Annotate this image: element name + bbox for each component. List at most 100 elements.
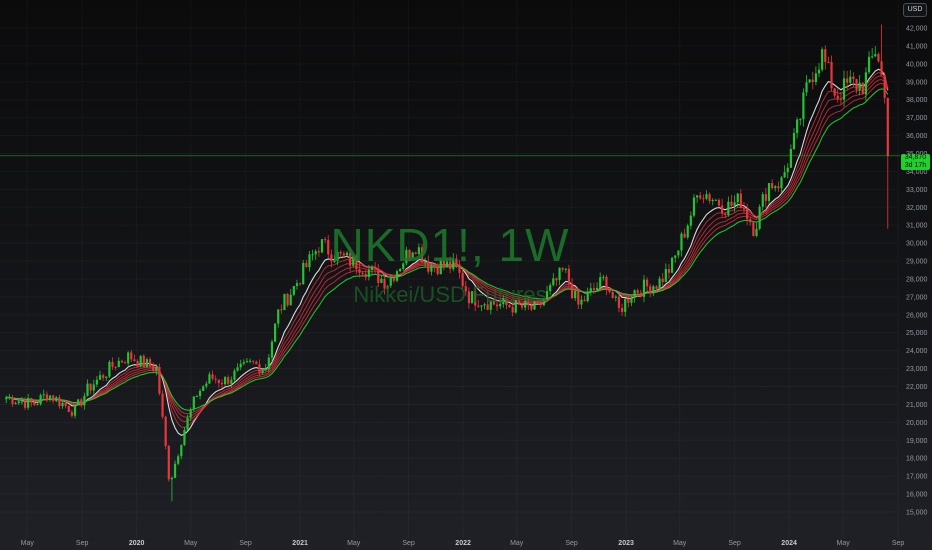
y-tick-label: 34,000 — [906, 169, 928, 176]
symbol-watermark: NKD1!, 1W — [330, 219, 570, 271]
candle-body — [245, 361, 249, 363]
candle-body — [667, 269, 671, 273]
candle-body — [692, 197, 696, 216]
candle-body — [186, 417, 189, 430]
candle-body — [230, 379, 233, 384]
candle-body — [152, 366, 155, 372]
candle-body — [777, 186, 780, 189]
y-tick-label: 40,000 — [906, 61, 928, 68]
candle-body — [414, 252, 417, 254]
candle-body — [771, 183, 774, 189]
x-tick-label: Sep — [565, 540, 578, 547]
candle-body — [549, 285, 552, 292]
candle-body — [489, 301, 492, 310]
candle-body — [470, 291, 474, 304]
candle-body — [858, 82, 861, 90]
candle-body — [205, 383, 208, 387]
candle-body — [502, 298, 505, 304]
candle-body — [674, 255, 677, 258]
candle-body — [783, 172, 786, 178]
x-tick-label: May — [21, 540, 35, 547]
candle-body — [533, 301, 536, 310]
candle-body — [864, 72, 868, 95]
candle-body — [530, 305, 533, 310]
y-tick-label: 21,000 — [906, 402, 928, 409]
candle-body — [217, 379, 220, 384]
price-axis[interactable]: 15,000 16,000 17,000 18,000 19,000 20,000 21,0… — [906, 26, 928, 517]
candle-body — [364, 273, 367, 278]
y-tick-label: 31,000 — [906, 223, 928, 230]
candle-body — [39, 395, 42, 405]
time-axis[interactable]: May Sep 2020 May Sep 2021 May Sep 2022 May Sep 2023… — [21, 540, 905, 547]
candle-body — [192, 396, 195, 410]
x-tick-label: May — [347, 540, 361, 547]
candle-body — [273, 323, 277, 342]
candle-body — [764, 194, 767, 201]
candle-body — [808, 79, 811, 83]
candle-body — [77, 399, 80, 406]
candle-body — [411, 252, 414, 258]
candle-body — [852, 76, 855, 80]
candle-body — [445, 261, 449, 267]
candle-body — [267, 357, 270, 369]
candle-body — [155, 366, 158, 372]
y-tick-label: 39,000 — [906, 79, 928, 86]
candle-body — [130, 352, 133, 360]
candle-body — [861, 82, 864, 95]
candle-body — [827, 61, 830, 63]
candle-body — [680, 233, 683, 251]
candle-body — [239, 363, 242, 368]
candle-body — [177, 456, 180, 464]
candle-body — [233, 370, 236, 380]
candle-body — [48, 395, 52, 400]
candle-body — [670, 257, 674, 273]
candle-body — [611, 291, 614, 298]
candle-body — [645, 279, 649, 287]
candle-body — [183, 429, 186, 446]
y-tick-label: 25,000 — [906, 330, 928, 337]
candle-body — [492, 301, 496, 305]
candle-body — [336, 252, 339, 261]
candle-body — [686, 225, 689, 238]
x-tick-label: 2020 — [129, 540, 145, 547]
candle-body — [242, 362, 245, 364]
candle-body — [849, 76, 852, 83]
candle-body — [702, 198, 705, 200]
currency-button[interactable]: USD — [903, 3, 927, 17]
candle-body — [417, 247, 420, 254]
candle-body — [236, 367, 239, 371]
candle-body — [23, 401, 27, 408]
candle-body — [714, 199, 717, 201]
candle-body — [455, 258, 458, 265]
candle-body — [564, 268, 567, 270]
candle-body — [264, 368, 267, 371]
candle-body — [145, 359, 149, 368]
candle-body — [367, 269, 370, 278]
candle-body — [161, 393, 164, 417]
candle-body — [842, 78, 846, 100]
candle-body — [439, 260, 442, 275]
candle-body — [817, 69, 821, 74]
candle-body — [5, 397, 8, 400]
candle-body — [302, 262, 305, 285]
candle-body — [386, 285, 389, 289]
x-tick-label: May — [837, 540, 851, 547]
candle-body — [761, 194, 764, 207]
candle-body — [123, 362, 127, 364]
candle-body — [499, 303, 502, 307]
candle-body — [399, 268, 402, 272]
candle-body — [655, 286, 658, 289]
candle-body — [64, 402, 67, 406]
candle-body — [255, 361, 258, 365]
x-tick-label: Sep — [76, 540, 89, 547]
candle-body — [408, 249, 411, 258]
candle-body — [624, 298, 627, 312]
candle-body — [380, 278, 383, 283]
candle-body — [324, 239, 327, 241]
candle-body — [95, 379, 99, 385]
y-tick-label: 26,000 — [906, 312, 928, 319]
candle-body — [699, 195, 702, 199]
candle-body — [202, 386, 205, 391]
candle-body — [524, 301, 527, 308]
